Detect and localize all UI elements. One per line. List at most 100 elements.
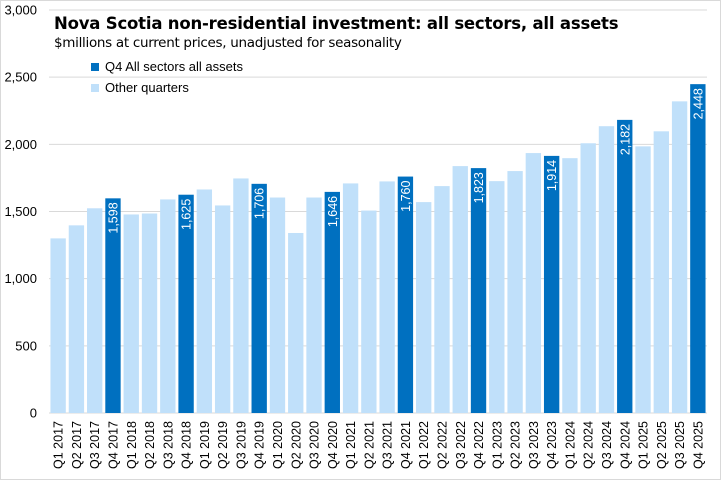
bar-other (452, 166, 468, 413)
legend-item-other: Other quarters (91, 77, 243, 98)
x-tick-label: Q2 2019 (216, 421, 230, 469)
bar-q4 (617, 119, 633, 413)
x-tick-label: Q2 2018 (143, 421, 157, 469)
data-label: 1,646 (326, 196, 340, 227)
x-tick-label: Q3 2019 (234, 421, 248, 469)
data-label: 1,823 (472, 172, 486, 203)
bar-other (598, 126, 615, 413)
y-tick-label: 2,000 (4, 137, 37, 152)
bar-other (141, 213, 158, 413)
chart-title: Nova Scotia non-residential investment: … (54, 14, 619, 33)
x-tick-label: Q3 2025 (673, 421, 687, 469)
x-tick-label: Q1 2017 (52, 421, 66, 469)
bar-other (416, 202, 432, 413)
bar-q4 (178, 194, 194, 413)
x-tick-label: Q4 2024 (618, 421, 632, 469)
bar-other (653, 131, 669, 414)
bar-other (635, 146, 651, 413)
bar-other (342, 183, 359, 413)
x-tick-label: Q3 2018 (161, 421, 175, 469)
x-tick-label: Q2 2017 (70, 421, 84, 469)
y-tick-label: 1,500 (4, 204, 37, 219)
bar-other (361, 210, 377, 413)
x-tick-label: Q3 2020 (308, 421, 322, 469)
x-tick-label: Q3 2017 (88, 421, 102, 469)
bar-other (214, 205, 231, 413)
bar-q4 (105, 198, 121, 413)
legend-label-other: Other quarters (105, 80, 189, 95)
x-tick-label: Q1 2018 (125, 421, 139, 469)
data-label: 1,706 (253, 188, 267, 219)
data-label: 1,914 (545, 160, 559, 191)
x-tick-label: Q2 2025 (655, 421, 669, 469)
bars (50, 84, 706, 414)
x-tick-label: Q4 2018 (180, 421, 194, 469)
data-label: 2,448 (691, 88, 705, 119)
bar-other (87, 208, 103, 413)
x-tick-label: Q4 2025 (691, 421, 705, 469)
x-tick-label: Q2 2020 (289, 421, 303, 469)
x-tick-label: Q1 2023 (490, 421, 504, 469)
y-tick-label: 500 (15, 338, 37, 353)
legend-swatch-other (91, 83, 99, 92)
bar-q4 (397, 176, 414, 413)
bar-other (306, 197, 322, 413)
x-tick-label: Q2 2024 (582, 421, 596, 469)
data-label: 1,760 (399, 181, 413, 212)
bar-other (507, 171, 523, 413)
bar-q4 (324, 191, 340, 413)
bar-other (525, 153, 542, 413)
x-tick-label: Q1 2019 (198, 421, 212, 469)
bar-other (562, 158, 578, 413)
data-label: 1,598 (106, 202, 120, 233)
bar-other (580, 143, 596, 413)
chart-subtitle: $millions at current prices, unadjusted … (54, 35, 402, 51)
y-tick-label: 3,000 (4, 3, 37, 18)
bar-other (123, 214, 139, 413)
x-tick-label: Q2 2021 (362, 421, 376, 469)
y-axis-ticks: 0 500 1,000 1,500 2,000 2,500 3,000 (4, 3, 37, 421)
legend-item-q4: Q4 All sectors all assets (91, 56, 243, 77)
x-tick-label: Q4 2020 (326, 421, 340, 469)
x-tick-label: Q1 2022 (417, 421, 431, 469)
bar-other (50, 238, 66, 413)
legend-swatch-q4 (91, 62, 99, 71)
x-tick-label: Q3 2024 (600, 421, 614, 469)
bar-other (288, 232, 304, 413)
bar-other (196, 189, 213, 413)
x-tick-label: Q1 2020 (271, 421, 285, 469)
y-tick-label: 2,500 (4, 70, 37, 85)
bar-other (489, 181, 505, 413)
bar-other (434, 186, 450, 413)
x-tick-label: Q4 2019 (253, 421, 267, 469)
bar-other (160, 199, 176, 413)
gridlines (49, 9, 707, 414)
legend-label-q4: Q4 All sectors all assets (105, 59, 243, 74)
x-tick-label: Q4 2021 (399, 421, 413, 469)
x-tick-label: Q3 2021 (381, 421, 395, 469)
bar-other (233, 178, 249, 413)
y-tick-label: 0 (30, 406, 37, 421)
x-tick-label: Q3 2023 (527, 421, 541, 469)
bar-other (379, 181, 395, 413)
x-axis-ticks: Q1 2017 Q2 2017 Q3 2017 Q4 2017 Q1 2018 Q2 20… (52, 421, 706, 469)
bar-other (671, 101, 688, 413)
x-tick-label: Q1 2024 (563, 421, 577, 469)
x-tick-label: Q2 2022 (435, 421, 449, 469)
x-tick-label: Q4 2017 (106, 421, 120, 469)
data-labels: 1,598 1,625 1,706 1,646 1,760 1,823 1,914 2,182… (106, 88, 705, 234)
x-tick-label: Q4 2022 (472, 421, 486, 469)
bar-q4 (543, 155, 560, 413)
bar-q4 (690, 84, 706, 414)
legend: Q4 All sectors all assets Other quarters (91, 56, 243, 98)
x-tick-label: Q1 2021 (344, 421, 358, 469)
y-tick-label: 1,000 (4, 271, 37, 286)
bar-other (68, 225, 85, 413)
x-tick-label: Q4 2023 (545, 421, 559, 469)
data-label: 1,625 (180, 199, 194, 230)
bar-q4 (251, 183, 267, 413)
x-tick-label: Q2 2023 (509, 421, 523, 469)
x-tick-label: Q1 2025 (637, 421, 651, 469)
x-tick-label: Q3 2022 (454, 421, 468, 469)
